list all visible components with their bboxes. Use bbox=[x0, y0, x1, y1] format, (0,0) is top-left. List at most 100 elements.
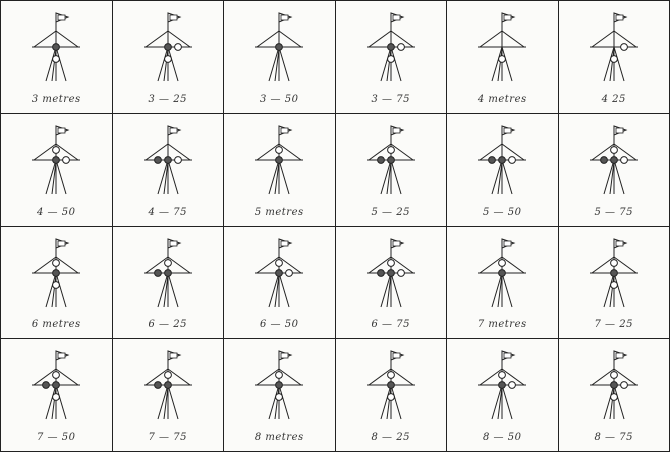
signal-ball-icon bbox=[386, 55, 395, 63]
leg-left bbox=[380, 159, 392, 194]
signal-ball-icon bbox=[153, 155, 162, 164]
stay-right bbox=[501, 30, 525, 48]
signal-ball-icon bbox=[52, 393, 61, 402]
leg-left bbox=[491, 272, 503, 307]
mast-signal-figure bbox=[478, 125, 527, 194]
signal-ball-icon bbox=[163, 268, 172, 277]
stay-left bbox=[256, 143, 280, 161]
mast-signal-figure bbox=[143, 125, 192, 194]
mast-signal-figure bbox=[255, 12, 304, 82]
leg-inner bbox=[609, 387, 615, 420]
leg-inner bbox=[51, 387, 57, 420]
mast-signal-figure bbox=[366, 125, 415, 194]
stay-right bbox=[278, 30, 302, 48]
signal-cell: 6 — 50 bbox=[224, 226, 336, 340]
signal-ball-icon bbox=[508, 381, 517, 390]
signal-ball-icon bbox=[609, 381, 618, 390]
signal-cell: 7 — 25 bbox=[558, 226, 670, 340]
signal-label: 5 — 75 bbox=[594, 206, 633, 218]
signal-ball-icon bbox=[275, 371, 284, 380]
flag-emblem-icon bbox=[57, 352, 66, 359]
signal-ball-icon bbox=[386, 145, 395, 154]
flag-emblem-icon bbox=[503, 352, 512, 359]
leg-right bbox=[167, 272, 179, 307]
leg-inner bbox=[163, 161, 169, 194]
signal-ball-icon bbox=[153, 381, 162, 390]
leg-inner bbox=[386, 161, 392, 194]
leg-left bbox=[157, 385, 169, 420]
signal-ball-icon bbox=[609, 268, 618, 277]
flag-emblem-icon bbox=[169, 240, 178, 246]
stay-right bbox=[167, 256, 191, 273]
signal-ball-icon bbox=[386, 268, 395, 277]
signal-ball-icon bbox=[609, 155, 618, 164]
leg-inner bbox=[274, 387, 280, 420]
signal-label: 6 — 50 bbox=[260, 319, 299, 331]
leg-inner bbox=[51, 48, 57, 82]
signal-ball-icon bbox=[153, 268, 162, 277]
leg-left bbox=[603, 272, 615, 307]
mast-signal-figure bbox=[143, 12, 192, 82]
signal-ball-icon bbox=[163, 43, 172, 51]
stay-left bbox=[479, 368, 503, 386]
signal-cell: 6 — 75 bbox=[335, 226, 447, 340]
leg-right bbox=[501, 46, 513, 82]
signal-label: 3 — 25 bbox=[148, 93, 187, 105]
flag-emblem-icon bbox=[503, 127, 512, 134]
signal-label: 4 metres bbox=[477, 93, 527, 105]
stay-left bbox=[479, 30, 503, 48]
flag-emblem-icon bbox=[57, 240, 66, 246]
mast-signal-figure bbox=[32, 350, 81, 420]
signal-ball-icon bbox=[62, 155, 71, 164]
leg-right bbox=[501, 385, 513, 420]
leg-left bbox=[380, 46, 392, 82]
signal-label: 5 — 50 bbox=[483, 206, 522, 218]
signal-label: 6 — 25 bbox=[148, 319, 187, 331]
leg-right bbox=[613, 385, 625, 420]
signal-ball-icon bbox=[619, 381, 628, 390]
signal-ball-icon bbox=[376, 155, 385, 164]
signal-ball-icon bbox=[163, 258, 172, 267]
signal-ball-icon bbox=[52, 43, 61, 51]
mast-signal-figure bbox=[32, 237, 81, 307]
signal-label: 3 — 75 bbox=[371, 93, 410, 105]
signal-label: 5 metres bbox=[254, 206, 304, 218]
stay-left bbox=[256, 256, 280, 273]
leg-right bbox=[501, 272, 513, 307]
stay-right bbox=[501, 256, 525, 273]
signal-ball-icon bbox=[52, 381, 61, 390]
mast-signal-figure bbox=[32, 12, 81, 82]
stay-left bbox=[591, 143, 615, 161]
signal-cell: 8 — 25 bbox=[335, 339, 447, 452]
stay-left bbox=[591, 256, 615, 273]
leg-inner bbox=[497, 274, 503, 307]
leg-left bbox=[268, 159, 280, 194]
stay-left bbox=[368, 368, 392, 386]
leg-left bbox=[268, 385, 280, 420]
stay-left bbox=[145, 256, 169, 273]
stay-right bbox=[167, 30, 191, 48]
signal-ball-icon bbox=[275, 258, 284, 267]
signal-ball-icon bbox=[163, 55, 172, 63]
leg-right bbox=[55, 272, 67, 307]
stay-right bbox=[613, 143, 637, 161]
leg-inner bbox=[386, 387, 392, 420]
signal-ball-icon bbox=[52, 155, 61, 164]
signal-ball-icon bbox=[52, 258, 61, 267]
leg-right bbox=[501, 159, 513, 194]
signal-ball-icon bbox=[275, 155, 284, 164]
signal-ball-icon bbox=[609, 145, 618, 154]
signal-label: 4 — 50 bbox=[37, 206, 76, 218]
stay-left bbox=[368, 256, 392, 273]
leg-left bbox=[603, 159, 615, 194]
mast-signal-figure bbox=[589, 237, 638, 307]
signal-ball-icon bbox=[52, 371, 61, 380]
leg-left bbox=[45, 159, 57, 194]
signal-cell: 3 — 25 bbox=[112, 1, 224, 114]
signal-ball-icon bbox=[275, 268, 284, 277]
leg-inner bbox=[386, 48, 392, 82]
stay-left bbox=[479, 143, 503, 161]
stay-right bbox=[390, 143, 414, 161]
leg-right bbox=[278, 272, 290, 307]
